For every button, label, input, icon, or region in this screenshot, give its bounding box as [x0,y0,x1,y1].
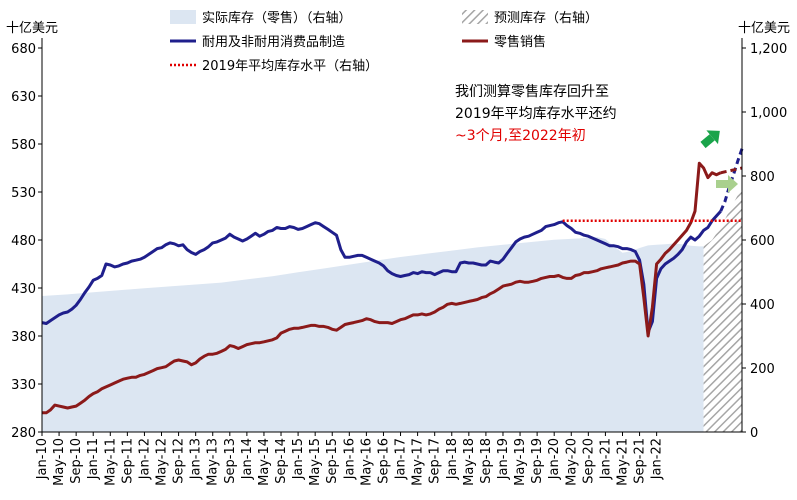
x-axis-tick-label: Jan-19 [496,438,511,480]
x-axis-tick-label: May-16 [359,438,374,486]
x-axis-tick-label: May-15 [308,438,323,486]
x-axis-tick-label: May-10 [52,438,67,486]
left-axis-tick-label: 330 [11,378,36,393]
x-axis-tick-label: Sep-17 [428,438,443,484]
x-axis-tick-label: Sep-19 [530,438,545,484]
x-axis-tick-label: May-11 [103,438,118,486]
x-axis-tick-label: May-13 [206,438,221,486]
x-axis-tick-label: Sep-14 [274,438,289,484]
annotation: 我们测算零售库存回升至 2019年平均库存水平还约 ~3个月,至2022年初 [455,84,617,144]
right-arrow-icon [716,175,738,193]
legend: 实际库存（零售）（右轴） 预测库存（右轴） 耐用及非耐用消费品制造 零售销售 2019年… [170,10,598,74]
x-axis-tick-label: Sep-18 [479,438,494,484]
legend-entry-4: 2019年平均库存水平（右轴） [170,58,378,74]
x-axis-tick-label: Sep-11 [120,438,135,484]
right-axis-tick-label: 1,000 [750,106,787,121]
x-axis-tick-label: Jan-15 [291,438,306,480]
legend-label: 耐用及非耐用消费品制造 [202,35,345,50]
left-axis-tick-label: 380 [11,330,36,345]
x-axis-tick-label: Jan-13 [189,438,204,480]
right-axis-tick-label: 200 [750,362,775,377]
x-axis-tick-label: Jan-11 [86,438,101,480]
x-axis-tick-label: Jan-16 [342,438,357,480]
left-axis-tick-label: 430 [11,282,36,297]
x-axis-tick-label: May-18 [462,438,477,486]
legend-entry-1: 预测库存（右轴） [462,10,598,26]
annotation-line3: ~3个月,至2022年初 [455,127,586,144]
legend-swatch [462,10,488,24]
right-axis-tick-label: 1,200 [750,42,787,57]
x-axis-tick-label: Sep-15 [325,438,340,484]
x-axis-tick-label: Sep-12 [172,438,187,484]
left-axis-tick-label: 530 [11,186,36,201]
x-axis-tick-label: Sep-21 [633,438,648,484]
right-axis-unit-label: 十亿美元 [738,21,790,36]
right-axis-tick-label: 600 [750,234,775,249]
series-manufacturing-line [41,210,722,334]
axes: 280 330 380 430 480 530 580 630 680 0 200 400 600 800… [11,38,787,486]
left-axis-tick-label: 280 [11,426,36,441]
x-axis-tick-label: May-12 [155,438,170,486]
x-axis-tick-label: Jan-22 [650,438,665,480]
x-axis-tick-label: Jan-17 [394,438,409,480]
annotation-line2: 2019年平均库存水平还约 [455,106,617,122]
series-retail-sales-line [42,161,722,415]
x-axis-tick-label: May-14 [257,438,272,486]
x-axis-tick-label: Jan-12 [137,438,152,480]
x-axis-tick-label: May-17 [411,438,426,486]
annotation-line1: 我们测算零售库存回升至 [455,84,609,100]
legend-entry-0: 实际库存（零售）（右轴） [170,10,352,26]
x-axis-tick-label: Jan-10 [35,438,50,480]
left-axis-unit-label: 十亿美元 [6,21,58,36]
x-axis-tick-label: May-19 [513,438,528,486]
x-axis-tick-label: Jan-21 [598,438,613,480]
x-axis-tick-label: Sep-13 [223,438,238,484]
left-axis-tick-label: 580 [11,138,36,153]
x-axis-tick-label: Sep-20 [581,438,596,484]
legend-entry-3: 零售销售 [462,34,546,50]
x-axis-tick-label: Jan-20 [547,438,562,480]
left-axis-tick-label: 630 [11,90,36,105]
legend-entry-2: 耐用及非耐用消费品制造 [170,35,345,50]
legend-label: 2019年平均库存水平（右轴） [202,58,378,74]
x-axis-tick-label: May-21 [615,438,630,486]
series-retail-sales-forecast-line [720,166,743,175]
plot-area [41,148,744,432]
x-axis-tick-label: Jan-14 [240,438,255,480]
legend-label: 实际库存（零售）（右轴） [202,10,352,26]
left-axis-tick-label: 480 [11,234,36,249]
legend-label: 零售销售 [494,34,546,50]
right-axis-tick-label: 800 [750,170,775,185]
x-axis-tick-label: May-20 [564,438,579,486]
right-axis-tick-label: 400 [750,298,775,313]
x-axis-tick-label: Sep-16 [376,438,391,484]
legend-label: 预测库存（右轴） [494,10,598,26]
series-inventory-area [42,237,704,432]
x-axis-tick-label: Sep-10 [69,438,84,484]
up-arrow-icon [700,130,720,149]
series-forecast-inventory-area [703,187,742,432]
right-axis-tick-label: 0 [750,426,758,441]
legend-swatch [170,10,196,24]
x-axis-tick-label: Jan-18 [445,438,460,480]
left-axis-tick-label: 680 [11,42,36,57]
